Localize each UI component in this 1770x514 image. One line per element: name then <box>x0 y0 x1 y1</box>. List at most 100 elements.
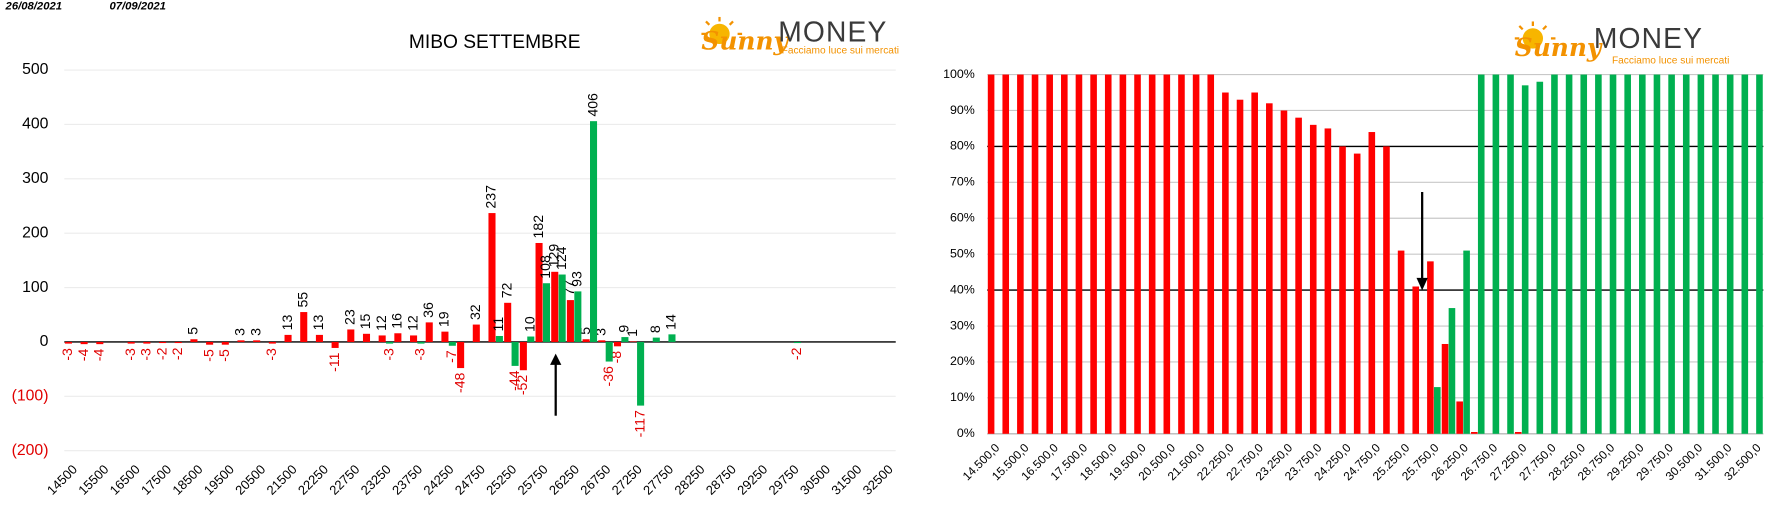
bar <box>504 302 512 342</box>
bar <box>519 341 527 371</box>
date-from: 26/08/2021 <box>5 0 62 12</box>
bar <box>206 341 214 345</box>
bar <box>472 324 480 342</box>
data-label: 108 <box>537 255 553 279</box>
data-label: 182 <box>530 215 546 239</box>
bar <box>386 341 394 344</box>
data-label: -3 <box>412 348 428 361</box>
data-label: -5 <box>216 349 232 362</box>
y-tick-label: 200 <box>22 224 49 241</box>
logo-brand: Sunny <box>701 26 789 55</box>
bar <box>1653 74 1661 434</box>
data-label: 3 <box>247 328 263 336</box>
data-label: -3 <box>59 348 75 361</box>
bar <box>621 337 629 342</box>
bar <box>598 340 606 342</box>
bar <box>96 341 104 345</box>
bar <box>793 341 801 344</box>
bar <box>1031 74 1039 434</box>
bar <box>174 341 182 344</box>
bar <box>237 340 245 342</box>
data-label: 11 <box>490 317 506 332</box>
bar <box>159 341 167 344</box>
bar <box>629 341 637 342</box>
bar <box>347 329 355 342</box>
bar <box>1046 74 1053 434</box>
data-label: 129 <box>545 244 561 268</box>
bar <box>253 340 261 342</box>
logo: Sunny MONEY Facciamo luce sui mercati <box>1514 21 1729 67</box>
bar <box>441 331 449 342</box>
bar <box>1397 250 1405 434</box>
bar <box>1456 401 1463 434</box>
bar <box>268 341 276 344</box>
bar <box>410 335 418 342</box>
bar <box>1222 92 1229 434</box>
data-label: -52 <box>514 375 530 396</box>
y-tick-label: 0% <box>957 426 975 440</box>
bar <box>190 339 198 342</box>
bar <box>1236 99 1244 434</box>
data-label: 13 <box>279 315 295 331</box>
data-label: -3 <box>263 348 279 361</box>
bar <box>582 339 590 342</box>
bar <box>1463 250 1470 434</box>
bar <box>1075 74 1083 434</box>
logo-name: MONEY <box>778 15 887 47</box>
bar <box>1017 74 1024 434</box>
bar <box>1697 74 1705 434</box>
y-tick-label: 0 <box>40 333 49 350</box>
data-label: -7 <box>443 350 459 363</box>
bar <box>417 341 425 344</box>
bar <box>1682 74 1690 434</box>
data-label: 14 <box>663 314 679 330</box>
bar <box>1668 74 1675 434</box>
bar <box>143 341 151 344</box>
data-label: 12 <box>404 315 420 331</box>
bar <box>488 213 496 342</box>
bar <box>378 335 386 342</box>
data-label: 3 <box>593 328 609 336</box>
data-label: 406 <box>584 93 600 117</box>
data-label: 72 <box>498 282 514 298</box>
data-label: -2 <box>788 347 804 360</box>
bar <box>1119 74 1127 434</box>
data-label: -4 <box>75 349 91 362</box>
data-label: 5 <box>577 327 593 335</box>
bar <box>574 291 582 342</box>
logo-tagline: Facciamo luce sui mercati <box>1612 56 1729 67</box>
bar <box>1536 81 1544 434</box>
bar <box>566 300 574 342</box>
bar <box>1178 74 1185 434</box>
bar <box>1061 74 1068 434</box>
y-tick-label: 30% <box>950 318 975 332</box>
bar <box>1090 74 1097 434</box>
bar <box>1609 74 1617 434</box>
data-label: 55 <box>294 292 310 308</box>
bar <box>987 74 995 434</box>
bar <box>1595 74 1602 434</box>
data-label: 10 <box>522 316 538 332</box>
bar <box>637 341 645 406</box>
logo: Sunny MONEY Facciamo luce sui mercati <box>701 15 899 57</box>
bar <box>551 271 559 342</box>
bar <box>1521 85 1529 434</box>
bar <box>590 121 598 342</box>
logo-brand: Sunny <box>1515 33 1603 62</box>
y-tick-label: 10% <box>950 390 975 404</box>
bar <box>1471 431 1478 434</box>
bar <box>1441 343 1449 434</box>
data-label: 93 <box>569 271 585 287</box>
bar <box>1192 74 1200 434</box>
bar <box>1383 146 1390 434</box>
data-label: -2 <box>169 347 185 360</box>
bar <box>535 242 543 342</box>
y-tick-label: 60% <box>950 211 975 225</box>
bar <box>1477 74 1485 434</box>
bar <box>1624 74 1631 434</box>
data-label: -117 <box>631 410 647 437</box>
y-tick-label: 100% <box>943 67 975 81</box>
y-tick-label: 20% <box>950 354 975 368</box>
bar <box>1741 74 1749 434</box>
